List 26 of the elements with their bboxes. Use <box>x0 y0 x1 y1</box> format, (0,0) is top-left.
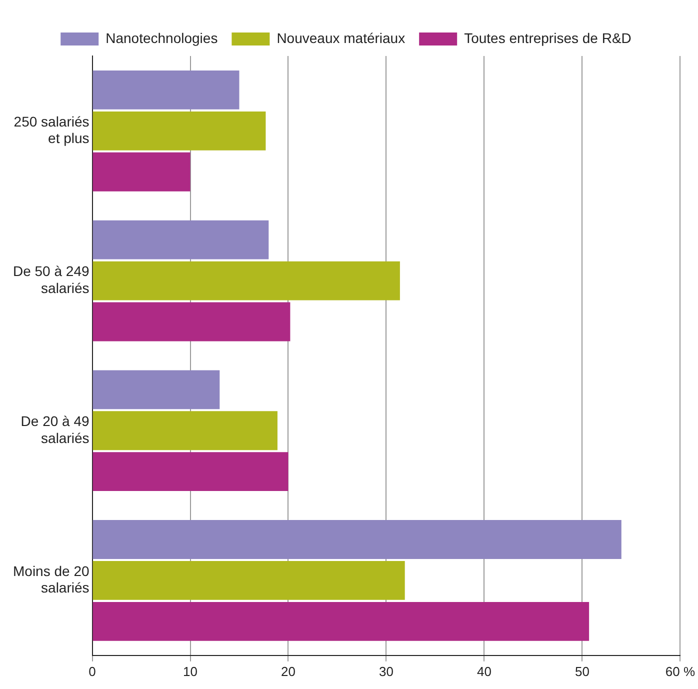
legend-label: Nouveaux matériaux <box>276 30 406 46</box>
bar <box>92 561 405 600</box>
bar <box>92 411 278 450</box>
legend-label: Toutes entreprises de R&D <box>464 30 632 46</box>
bar <box>92 111 266 150</box>
x-tick-label: 30 <box>379 664 394 679</box>
legend-label: Nanotechnologies <box>106 30 218 46</box>
x-tick-label: 0 <box>88 664 96 679</box>
bar <box>92 520 622 559</box>
bar <box>92 261 400 300</box>
y-tick-label: De 50 à 249 salariés <box>12 263 90 296</box>
y-tick-label: Moins de 20 salariés <box>13 562 90 596</box>
bar <box>92 370 220 410</box>
bar <box>92 70 240 110</box>
bar <box>92 452 288 492</box>
x-tick-label: 60 % <box>665 664 696 679</box>
y-tick-label: De 20 à 49 salariés <box>20 413 90 446</box>
bar <box>92 220 269 260</box>
x-tick-label: 10 <box>183 664 198 679</box>
x-tick-label: 20 <box>281 664 296 679</box>
x-tick-label: 50 <box>574 664 590 679</box>
bar <box>92 152 190 192</box>
x-tick-label: 40 <box>476 664 492 679</box>
y-tick-label: 250 salariés et plus <box>14 113 90 146</box>
bar <box>92 302 290 342</box>
bar <box>92 602 590 641</box>
